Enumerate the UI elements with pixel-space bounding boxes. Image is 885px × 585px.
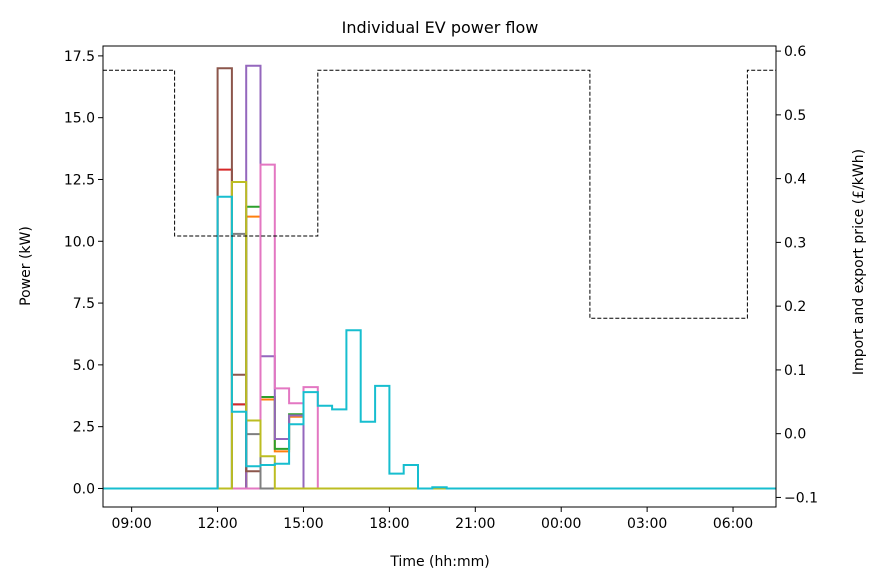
x-axis-label: Time (hh:mm) — [389, 554, 489, 570]
y2-tick-label: 0.2 — [784, 299, 806, 315]
y2-tick-label: 0.3 — [784, 235, 806, 251]
y2-tick-label: 0.4 — [784, 172, 806, 188]
y-tick-label: 10.0 — [64, 234, 95, 250]
x-tick-label: 12:00 — [197, 516, 237, 532]
chart-title: Individual EV power flow — [342, 18, 539, 37]
y-tick-label: 17.5 — [64, 49, 95, 65]
y-tick-label: 0.0 — [73, 481, 95, 497]
y2-tick-label: 0.0 — [784, 427, 806, 443]
x-tick-label: 03:00 — [627, 516, 667, 532]
ev-series-line-5 — [103, 64, 776, 490]
y-tick-label: 15.0 — [64, 111, 95, 127]
y2-axis-label: Import and export price (£/kWh) — [851, 149, 867, 375]
y-tick-label: 12.5 — [64, 172, 95, 188]
ev-series-line-10 — [103, 195, 776, 490]
x-tick-label: 00:00 — [541, 516, 581, 532]
y2-tick-label: −0.1 — [784, 490, 818, 506]
axes-layer: 09:00 12:00 15:00 18:00 21:00 00:00 03:00 06:00… — [64, 44, 818, 532]
y-axis-label: Power (kW) — [18, 226, 34, 306]
x-tick-label: 15:00 — [283, 516, 323, 532]
y-tick-label: 5.0 — [73, 358, 95, 374]
y-tick-label: 7.5 — [73, 296, 95, 312]
plot-frame — [102, 45, 777, 508]
x-tick-label: 06:00 — [713, 516, 753, 532]
y2-tick-label: 0.1 — [784, 363, 806, 379]
plot-layer — [103, 64, 776, 490]
x-tick-label: 09:00 — [111, 516, 151, 532]
y2-tick-label: 0.5 — [784, 108, 806, 124]
x-tick-label: 18:00 — [369, 516, 409, 532]
x-tick-label: 21:00 — [455, 516, 495, 532]
series-group — [103, 64, 776, 490]
y2-tick-label: 0.6 — [784, 44, 806, 60]
y-tick-label: 2.5 — [73, 420, 95, 436]
